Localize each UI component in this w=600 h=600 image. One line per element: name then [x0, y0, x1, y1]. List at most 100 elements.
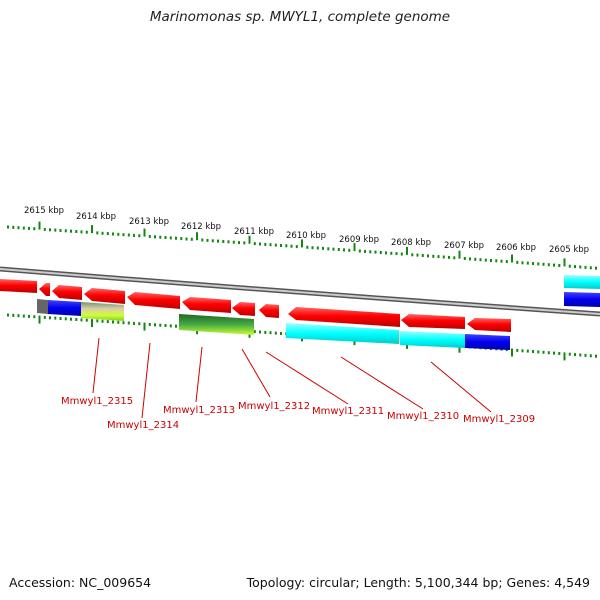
minor-tick: [589, 354, 592, 358]
minor-tick: [595, 266, 597, 270]
minor-tick: [12, 313, 15, 317]
minor-tick: [521, 261, 524, 265]
feature-bar-blue: [48, 300, 81, 316]
minor-tick: [54, 316, 57, 320]
gene-label: Mmwyl1_2309: [463, 414, 535, 425]
minor-tick: [479, 258, 482, 262]
minor-tick: [306, 245, 309, 249]
minor-tick: [437, 255, 440, 259]
minor-tick: [148, 235, 151, 238]
minor-tick: [7, 225, 9, 229]
feature-bar-cyan: [286, 323, 399, 344]
gene-arrow: [467, 318, 511, 332]
minor-tick: [22, 226, 25, 230]
minor-tick: [495, 259, 498, 263]
minor-tick: [574, 353, 576, 357]
scale-label: 2610 kbp: [286, 231, 326, 241]
genome-backbone-highlight: [0, 268, 600, 315]
major-tick: [196, 232, 198, 241]
scale-label: 2607 kbp: [444, 241, 484, 251]
callout-line: [340, 356, 424, 410]
minor-tick: [70, 317, 72, 321]
minor-tick: [190, 237, 193, 241]
gene-arrow: [182, 297, 231, 313]
minor-tick: [49, 316, 51, 320]
minor-tick: [96, 319, 99, 323]
scale-label: 2606 kbp: [496, 243, 536, 253]
minor-tick: [264, 242, 267, 246]
minor-tick: [222, 240, 225, 243]
minor-tick: [133, 233, 135, 237]
minor-tick: [400, 252, 403, 256]
callout-line: [92, 337, 100, 394]
minor-tick: [490, 259, 492, 262]
minor-tick: [28, 226, 30, 230]
minor-tick: [348, 248, 351, 252]
minor-tick: [259, 330, 261, 334]
minor-tick: [311, 246, 314, 250]
minor-tick: [322, 246, 324, 250]
feature-bar-cyan: [564, 275, 600, 289]
minor-tick: [22, 314, 25, 318]
minor-tick: [379, 251, 382, 254]
minor-tick: [238, 241, 240, 245]
gene-arrows: [0, 279, 511, 332]
minor-tick: [138, 322, 141, 326]
minor-tick: [127, 321, 130, 325]
minor-tick: [463, 257, 466, 260]
minor-tick: [117, 320, 120, 324]
minor-tick: [17, 226, 20, 230]
minor-tick: [80, 230, 83, 234]
minor-tick: [127, 233, 130, 237]
minor-tick: [175, 324, 177, 328]
minor-tick: [154, 235, 156, 239]
minor-tick: [542, 262, 545, 266]
minor-tick: [568, 352, 571, 356]
minor-tick: [484, 258, 487, 262]
minor-tick: [500, 259, 503, 263]
minor-tick: [469, 257, 471, 261]
minor-tick: [133, 321, 135, 325]
gene-arrow: [288, 307, 400, 327]
minor-tick: [59, 317, 62, 320]
scale-label: 2608 kbp: [391, 238, 431, 248]
minor-tick: [80, 318, 83, 322]
minor-tick: [280, 332, 282, 335]
minor-tick: [358, 249, 361, 253]
minor-tick: [175, 236, 177, 240]
feature-bar-gray: [37, 299, 48, 314]
scale-labels: 2615 kbp 2614 kbp 2613 kbp 2612 kbp 2611…: [24, 206, 589, 255]
minor-tick: [12, 225, 15, 229]
gene-arrow: [39, 283, 50, 296]
minor-tick: [274, 331, 277, 335]
minor-tick: [332, 247, 335, 251]
minor-tick: [532, 262, 534, 265]
callout-line: [265, 351, 349, 405]
minor-tick: [211, 239, 214, 243]
minor-tick: [148, 323, 151, 326]
major-tick: [38, 221, 41, 230]
callout-line: [430, 361, 492, 413]
minor-tick: [547, 351, 550, 355]
minor-tick: [526, 349, 529, 353]
gene-label: Mmwyl1_2314: [107, 420, 179, 431]
minor-tick: [558, 264, 561, 267]
major-tick: [563, 258, 566, 267]
minor-tick: [316, 246, 319, 250]
major-tick: [511, 254, 513, 263]
scale-label: 2609 kbp: [339, 235, 379, 245]
minor-tick: [574, 265, 576, 269]
gene-arrow: [401, 314, 465, 329]
minor-tick: [122, 321, 125, 325]
minor-tick: [106, 320, 109, 324]
minor-tick: [337, 248, 340, 251]
minor-tick: [274, 243, 277, 247]
minor-tick: [295, 245, 298, 249]
minor-tick: [217, 239, 219, 243]
scale-label: 2611 kbp: [234, 227, 274, 237]
scale-label: 2615 kbp: [24, 206, 64, 216]
minor-tick: [390, 251, 393, 255]
major-tick: [563, 352, 566, 361]
major-tick: [143, 322, 146, 331]
